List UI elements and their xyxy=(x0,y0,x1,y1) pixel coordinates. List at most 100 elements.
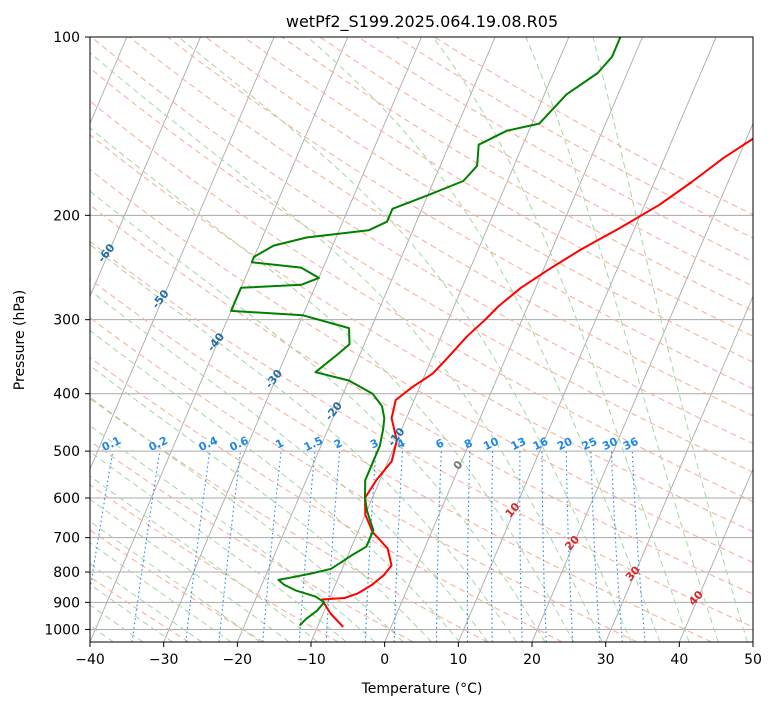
moist-adiabat-line xyxy=(90,451,347,642)
dry-adiabat-line xyxy=(90,576,190,642)
dry-adiabat-label: -20 xyxy=(323,399,346,423)
mixing-ratio-line xyxy=(393,451,404,642)
x-tick-label: −30 xyxy=(149,652,179,668)
moist-adiabat-line xyxy=(90,365,432,642)
moist-adiabat-line xyxy=(90,475,319,642)
x-tick-label: 30 xyxy=(597,652,615,668)
moist-adiabat-line xyxy=(307,37,661,642)
dry-adiabat-line xyxy=(90,278,712,642)
dry-adiabat-label: -30 xyxy=(263,367,286,391)
mixing-ratio-line xyxy=(519,451,523,642)
moist-adiabat-label: 20 xyxy=(562,533,582,553)
y-tick-label: 1000 xyxy=(44,622,80,638)
isotherm-line xyxy=(163,37,422,642)
x-tick-label: −40 xyxy=(75,652,105,668)
dry-adiabat-line xyxy=(90,484,339,642)
mixing-ratio-line xyxy=(90,451,114,594)
y-tick-label: 600 xyxy=(53,491,80,507)
dry-adiabat-line xyxy=(243,37,753,337)
mixing-ratio-line xyxy=(435,451,442,642)
mixing-ratio-line xyxy=(490,451,494,642)
x-tick-label: −10 xyxy=(296,652,326,668)
profile-series xyxy=(230,37,753,628)
y-axis-ticks: 1000 900 800 700 600 500 400 300 200 100 xyxy=(44,30,90,638)
moist-adiabat-line xyxy=(90,127,575,642)
moist-adiabat-label: 30 xyxy=(623,563,643,583)
dry-adiabat-line xyxy=(90,168,753,564)
moist-adiabat-line xyxy=(592,37,748,642)
moist-adiabat-line xyxy=(90,396,404,642)
dry-adiabat-line xyxy=(281,37,753,312)
mixing-ratio-line xyxy=(364,451,377,642)
y-tick-label: 800 xyxy=(53,565,80,581)
x-tick-label: 40 xyxy=(670,652,688,668)
dry-adiabat-label: -80 xyxy=(0,159,6,183)
y-tick-label: 400 xyxy=(53,387,80,403)
mixing-ratio-line xyxy=(298,451,316,642)
moist-adiabat-line xyxy=(90,520,261,642)
moist-adiabat-line xyxy=(432,37,690,642)
dry-adiabat-line xyxy=(90,440,414,642)
dry-adiabat-line xyxy=(90,356,563,642)
moist-adiabat-label: 10 xyxy=(503,500,523,520)
moist-adiabat-line xyxy=(90,329,461,642)
isotherm-line xyxy=(384,37,643,642)
isotherm-line xyxy=(752,640,753,642)
moist-adiabat-line xyxy=(90,498,290,642)
mixing-ratio-line xyxy=(590,451,601,642)
dry-adiabat-label: -40 xyxy=(205,330,228,354)
x-tick-label: 0 xyxy=(380,652,389,668)
x-tick-label: 10 xyxy=(449,652,467,668)
dry-adiabat-line xyxy=(129,37,753,417)
mixing-ratio-line xyxy=(565,451,574,642)
dry-adiabat-line xyxy=(90,397,488,642)
moist-adiabat-line xyxy=(90,542,232,642)
dry-adiabat-label: -60 xyxy=(95,241,118,265)
moist-adiabat-line xyxy=(178,37,632,642)
mixing-ratio-line xyxy=(218,451,242,642)
mixing-ratio-line xyxy=(466,451,471,642)
isotherm-line xyxy=(531,122,753,642)
dry-adiabat-line xyxy=(90,317,638,642)
mixing-ratio-label: 20 xyxy=(555,435,575,453)
mixing-ratio-line xyxy=(631,451,646,642)
grid-lines xyxy=(90,37,753,642)
mixing-ratio-label: 2 xyxy=(332,436,344,451)
mixing-ratio-line xyxy=(610,451,623,642)
moist-adiabat-line xyxy=(90,52,603,642)
mixing-ratio-line xyxy=(185,451,211,642)
x-axis-ticks: −40 −30 −20 −10 0 10 20 30 40 50 xyxy=(75,642,762,668)
isotherm-line xyxy=(90,37,275,471)
x-axis-label: Temperature (°C) xyxy=(361,681,483,697)
mixing-ratio-label: 25 xyxy=(580,435,599,453)
moist-adiabat-line xyxy=(90,563,203,642)
dry-adiabat-label: -50 xyxy=(149,287,172,311)
temperature-profile-line xyxy=(320,137,753,628)
dry-adiabat-line xyxy=(90,134,753,533)
chart-title: wetPf2_S199.2025.064.19.08.R05 xyxy=(286,12,558,32)
mixing-ratio-label: 10 xyxy=(481,435,501,453)
mixing-ratio-line xyxy=(325,451,341,642)
isotherm-line xyxy=(678,467,753,642)
y-tick-label: 100 xyxy=(53,30,80,46)
dry-adiabat-line xyxy=(90,37,753,445)
dry-adiabat-line xyxy=(434,37,753,216)
isotherm-line xyxy=(457,37,717,642)
isotherm-line xyxy=(90,37,201,298)
x-tick-label: −20 xyxy=(223,652,253,668)
y-tick-label: 900 xyxy=(53,595,80,611)
y-tick-label: 300 xyxy=(53,313,80,329)
mixing-ratio-label: 13 xyxy=(509,435,528,453)
x-tick-label: 20 xyxy=(523,652,541,668)
isotherm-line xyxy=(605,295,753,642)
mixing-ratio-line xyxy=(262,451,282,642)
mixing-ratio-line xyxy=(541,451,547,642)
moist-adiabat-line xyxy=(90,289,489,642)
mixing-ratio-label: 36 xyxy=(621,435,641,453)
x-tick-label: 50 xyxy=(744,652,762,668)
y-tick-label: 200 xyxy=(53,208,80,224)
y-tick-label: 700 xyxy=(53,531,80,547)
y-tick-label: 500 xyxy=(53,444,80,460)
moist-adiabat-line xyxy=(90,583,173,642)
